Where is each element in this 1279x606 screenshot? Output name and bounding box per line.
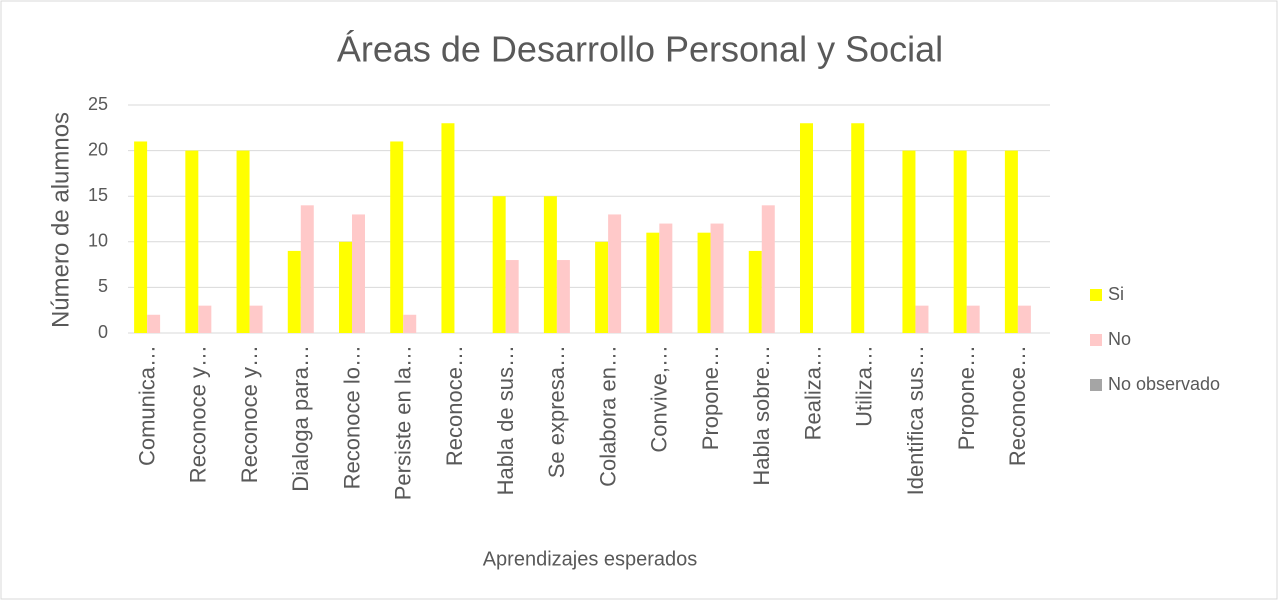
bar bbox=[1017, 305, 1031, 333]
bar bbox=[966, 305, 980, 333]
bar bbox=[249, 305, 263, 333]
x-tick-label: Utiliza… bbox=[852, 345, 877, 427]
bar bbox=[505, 260, 519, 333]
legend-swatch bbox=[1090, 289, 1102, 301]
bar bbox=[608, 214, 622, 333]
x-tick-label: Propone… bbox=[954, 345, 979, 450]
x-tick-label: Reconoce… bbox=[442, 345, 467, 466]
bar bbox=[1004, 150, 1018, 333]
bar bbox=[352, 214, 365, 333]
x-tick-label: Habla sobre… bbox=[749, 345, 774, 486]
bar bbox=[441, 123, 455, 334]
bar bbox=[390, 141, 404, 333]
bar bbox=[556, 260, 570, 333]
bar bbox=[236, 150, 250, 333]
x-tick-label: Reconoce y… bbox=[237, 345, 262, 483]
legend-swatch bbox=[1090, 334, 1102, 346]
x-tick-label: Realiza… bbox=[800, 345, 825, 440]
y-tick-label: 15 bbox=[88, 185, 108, 205]
bar bbox=[185, 150, 199, 333]
bar bbox=[147, 314, 161, 333]
bar bbox=[800, 123, 813, 334]
y-tick-label: 5 bbox=[98, 276, 108, 296]
bar bbox=[902, 150, 916, 333]
bar bbox=[198, 305, 212, 333]
bar bbox=[748, 250, 762, 333]
bar bbox=[710, 223, 724, 333]
x-tick-label: Dialoga para… bbox=[288, 345, 313, 492]
bar bbox=[339, 241, 352, 333]
chart-title: Áreas de Desarrollo Personal y Social bbox=[337, 29, 943, 70]
bar bbox=[659, 223, 673, 333]
legend-swatch bbox=[1090, 379, 1102, 391]
bar bbox=[595, 241, 609, 333]
x-tick-label: Habla de sus… bbox=[493, 345, 518, 495]
x-tick-label: Se expresa… bbox=[544, 345, 569, 478]
x-tick-label: Reconoce lo… bbox=[339, 345, 364, 489]
bar bbox=[646, 232, 660, 333]
bar bbox=[697, 232, 711, 333]
bar bbox=[761, 205, 775, 333]
legend-label: No observado bbox=[1108, 374, 1220, 394]
bar bbox=[953, 150, 967, 333]
bar bbox=[915, 305, 929, 333]
bar bbox=[300, 205, 314, 333]
x-tick-label: Colabora en… bbox=[595, 345, 620, 487]
y-tick-label: 10 bbox=[88, 231, 108, 251]
legend-label: Si bbox=[1108, 284, 1124, 304]
bar bbox=[851, 123, 865, 334]
y-axis-title: Número de alumnos bbox=[47, 112, 74, 328]
bar bbox=[287, 250, 301, 333]
x-tick-label: Comunica… bbox=[134, 345, 159, 466]
bar bbox=[403, 314, 417, 333]
x-axis-title: Aprendizajes esperados bbox=[483, 548, 698, 570]
x-tick-label: Convive,… bbox=[647, 345, 672, 453]
y-tick-label: 25 bbox=[88, 94, 108, 114]
x-tick-label: Reconoce… bbox=[1005, 345, 1030, 466]
legend-label: No bbox=[1108, 329, 1131, 349]
bar bbox=[134, 141, 148, 333]
y-tick-label: 20 bbox=[88, 139, 108, 159]
x-tick-label: Identifica sus… bbox=[903, 345, 928, 495]
bar bbox=[543, 196, 557, 333]
x-tick-label: Propone… bbox=[698, 345, 723, 450]
y-tick-label: 0 bbox=[98, 322, 108, 342]
x-tick-label: Persiste en la… bbox=[391, 345, 416, 500]
bar bbox=[492, 196, 506, 333]
x-tick-label: Reconoce y… bbox=[186, 345, 211, 483]
